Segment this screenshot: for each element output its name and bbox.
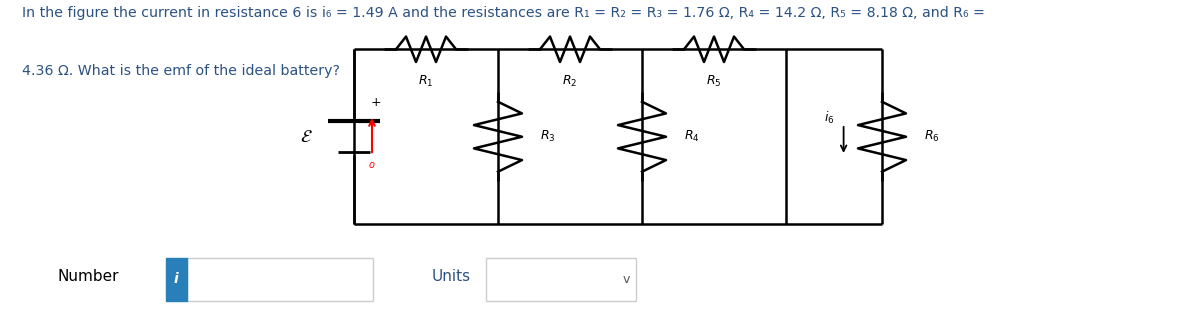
FancyBboxPatch shape <box>486 258 636 301</box>
FancyBboxPatch shape <box>187 258 373 301</box>
Text: $R_1$: $R_1$ <box>419 73 433 89</box>
Text: $+$: $+$ <box>370 96 382 109</box>
Text: $i_6$: $i_6$ <box>824 110 834 126</box>
Text: In the figure the current in resistance 6 is i₆ = 1.49 A and the resistances are: In the figure the current in resistance … <box>22 6 984 20</box>
Text: $o$: $o$ <box>368 160 376 170</box>
Text: $R_4$: $R_4$ <box>684 129 700 144</box>
Text: 4.36 Ω. What is the emf of the ideal battery?: 4.36 Ω. What is the emf of the ideal bat… <box>22 64 340 78</box>
Text: $\mathcal{E}$: $\mathcal{E}$ <box>300 128 312 146</box>
Text: $R_3$: $R_3$ <box>540 129 556 144</box>
Text: $R_5$: $R_5$ <box>707 73 721 89</box>
FancyBboxPatch shape <box>166 258 187 301</box>
Text: v: v <box>623 273 630 286</box>
Text: i: i <box>174 272 179 286</box>
Text: Number: Number <box>58 269 119 284</box>
Text: $R_6$: $R_6$ <box>924 129 940 144</box>
Text: Units: Units <box>432 269 472 284</box>
Text: $R_2$: $R_2$ <box>563 73 577 89</box>
